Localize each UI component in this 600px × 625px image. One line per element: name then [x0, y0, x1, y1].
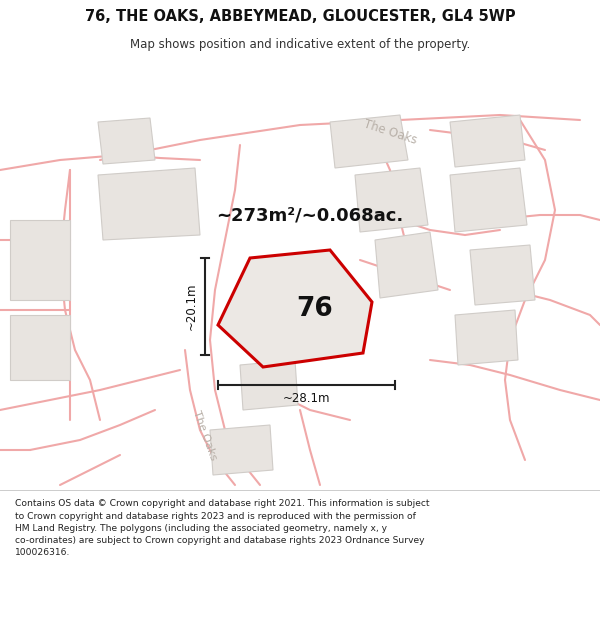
Text: ~20.1m: ~20.1m [185, 282, 197, 330]
Polygon shape [98, 168, 200, 240]
Text: The Oaks: The Oaks [362, 118, 418, 147]
Polygon shape [355, 168, 428, 232]
Polygon shape [10, 220, 70, 300]
Polygon shape [450, 115, 525, 167]
Text: ~273m²/~0.068ac.: ~273m²/~0.068ac. [217, 206, 404, 224]
Polygon shape [470, 245, 535, 305]
Polygon shape [330, 115, 408, 168]
Polygon shape [450, 168, 527, 232]
Text: 76, THE OAKS, ABBEYMEAD, GLOUCESTER, GL4 5WP: 76, THE OAKS, ABBEYMEAD, GLOUCESTER, GL4… [85, 9, 515, 24]
Text: ~28.1m: ~28.1m [283, 392, 330, 406]
Text: Map shows position and indicative extent of the property.: Map shows position and indicative extent… [130, 38, 470, 51]
Polygon shape [375, 232, 438, 298]
Text: The Oaks: The Oaks [191, 409, 218, 461]
Text: Contains OS data © Crown copyright and database right 2021. This information is : Contains OS data © Crown copyright and d… [15, 499, 430, 557]
Text: 76: 76 [296, 296, 333, 322]
Polygon shape [210, 425, 273, 475]
Polygon shape [455, 310, 518, 365]
Polygon shape [98, 118, 155, 164]
Polygon shape [10, 315, 70, 380]
Polygon shape [218, 250, 372, 367]
Polygon shape [240, 360, 298, 410]
